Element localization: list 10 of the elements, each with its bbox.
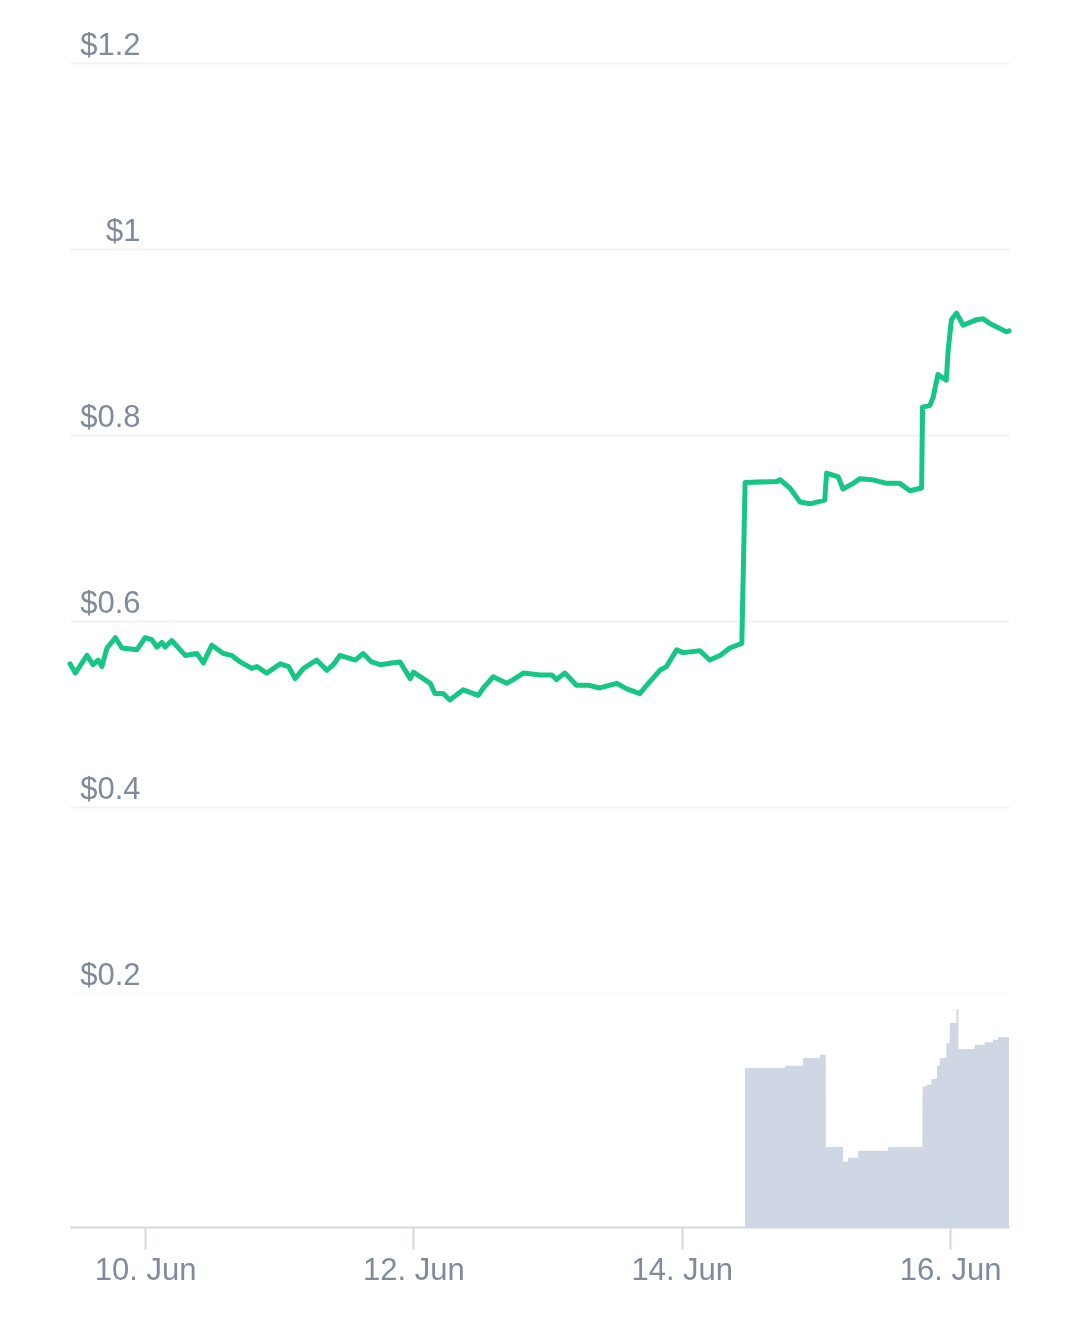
x-tick-label: 10. Jun — [94, 1251, 197, 1287]
y-tick-label: $0.2 — [80, 956, 141, 992]
y-tick-label: $1.2 — [80, 26, 141, 62]
y-tick-label: $0.8 — [80, 398, 141, 434]
x-tick-label: 16. Jun — [899, 1251, 1002, 1287]
x-tick-label: 14. Jun — [631, 1251, 734, 1287]
y-tick-label: $0.4 — [80, 770, 141, 806]
y-tick-label: $0.6 — [80, 584, 141, 620]
y-tick-label: $1 — [106, 212, 141, 248]
x-tick-label: 12. Jun — [363, 1251, 465, 1287]
